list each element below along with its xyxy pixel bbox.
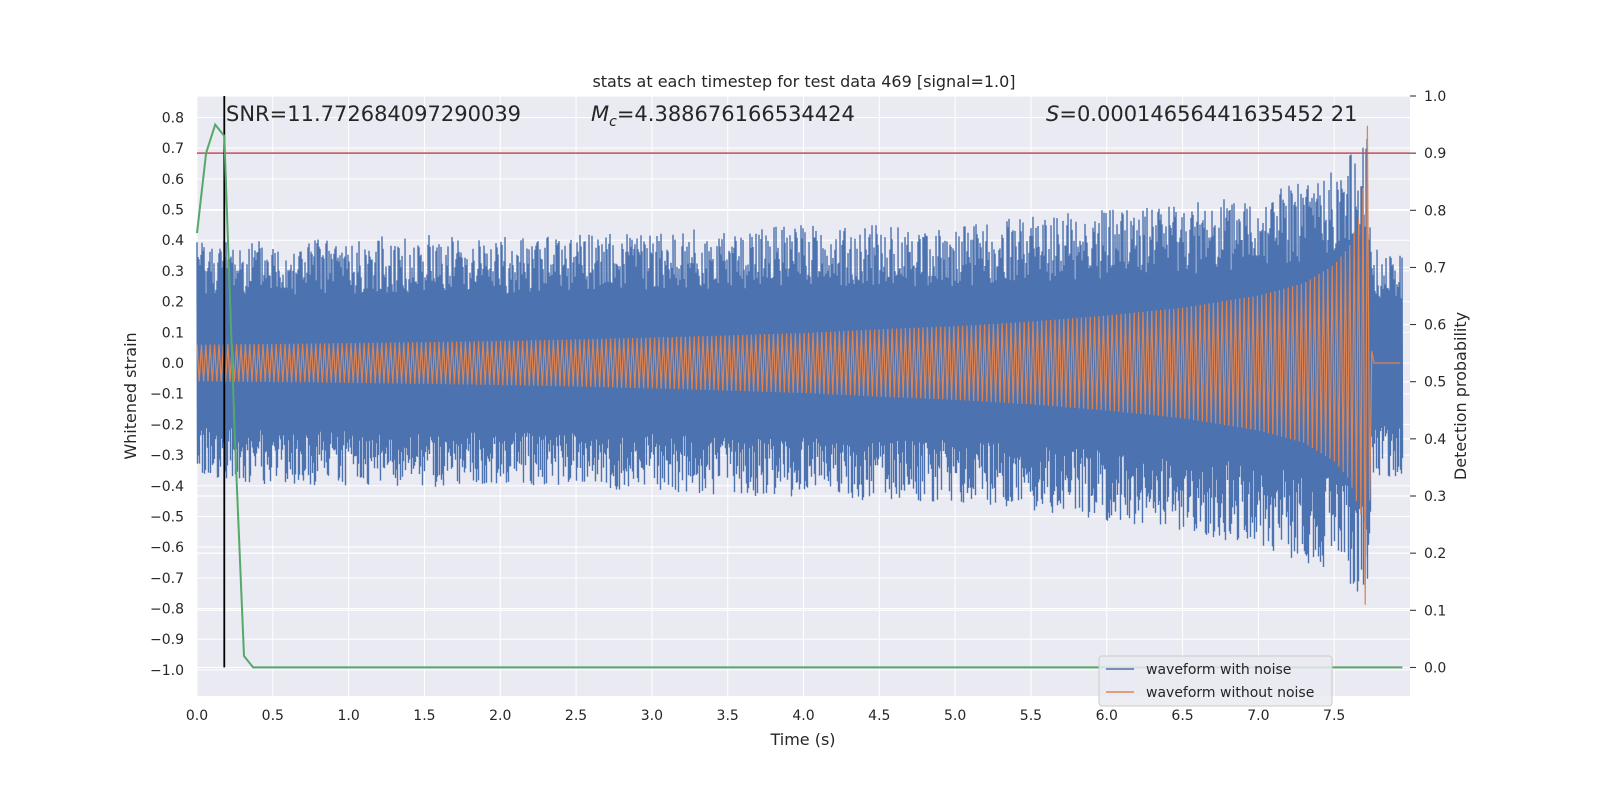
y-tick-label: −0.6: [150, 540, 184, 556]
chirp-mass-annotation: Mc=4.388676166534424: [591, 102, 855, 130]
y-tick-label: −0.3: [150, 448, 184, 464]
y-axis-label: Whitened strain: [121, 332, 140, 459]
y-tick-label: 0.0: [162, 356, 184, 372]
right-y-tick-label: 0.4: [1424, 432, 1446, 448]
y-axis-ticks: 0.8 0.7 0.6 0.5 0.4 0.3 0.2 0.1 0.0 −0.1 −0.2 −0.3 −…: [150, 110, 184, 678]
right-y-tick-label: 0.1: [1424, 603, 1446, 619]
right-y-tick-label: 1.0: [1424, 89, 1446, 105]
x-tick-label: 2.0: [489, 708, 511, 724]
y-tick-label: −0.2: [150, 417, 184, 433]
chart-title: stats at each timestep for test data 469…: [592, 72, 1015, 91]
y-tick-label: 0.3: [162, 264, 184, 280]
x-tick-label: 6.0: [1096, 708, 1118, 724]
y-tick-label: −1.0: [150, 663, 184, 679]
x-tick-label: 1.0: [337, 708, 359, 724]
y-tick-label: −0.1: [150, 387, 184, 403]
y-tick-label: −0.9: [150, 632, 184, 648]
x-tick-label: 6.5: [1171, 708, 1193, 724]
x-tick-label: 7.0: [1247, 708, 1269, 724]
snr-annotation: SNR=11.772684097290039: [226, 102, 521, 126]
y-tick-label: 0.8: [162, 110, 184, 126]
y-tick-label: 0.6: [162, 172, 184, 188]
x-tick-label: 0.0: [186, 708, 208, 724]
x-tick-label: 5.5: [1020, 708, 1042, 724]
x-tick-label: 4.5: [868, 708, 890, 724]
y-tick-label: −0.8: [150, 602, 184, 618]
x-axis-label: Time (s): [769, 730, 835, 749]
y-tick-label: 0.4: [162, 233, 184, 249]
x-tick-label: 1.5: [413, 708, 435, 724]
x-tick-label: 4.0: [792, 708, 814, 724]
y-tick-label: −0.7: [150, 571, 184, 587]
x-tick-label: 7.5: [1323, 708, 1345, 724]
right-y-tick-label: 0.2: [1424, 546, 1446, 562]
right-y-tick-label: 0.5: [1424, 375, 1446, 391]
legend: waveform with noise waveform without noi…: [1098, 655, 1333, 707]
s-value: =0.00014656441635452 21: [1059, 102, 1357, 126]
y-tick-label: −0.4: [150, 479, 184, 495]
series-waveform-without-noise: [196, 125, 1401, 605]
x-tick-label: 0.5: [262, 708, 284, 724]
right-y-axis-label: Detection probability: [1451, 312, 1470, 480]
y-tick-label: 0.1: [162, 325, 184, 341]
legend-label-clean: waveform without noise: [1146, 685, 1314, 701]
y-tick-label: −0.5: [150, 509, 184, 525]
chirp-mass-symbol: M: [591, 102, 609, 126]
right-y-tick-label: 0.8: [1424, 203, 1446, 219]
y-tick-label: 0.2: [162, 295, 184, 311]
x-tick-label: 2.5: [565, 708, 587, 724]
x-tick-label: 3.0: [641, 708, 663, 724]
chirp-mass-value: =4.388676166534424: [617, 102, 855, 126]
right-y-tick-label: 0.9: [1424, 146, 1446, 162]
right-y-tick-label: 0.7: [1424, 260, 1446, 276]
chirp-mass-subscript: c: [609, 114, 617, 130]
legend-label-noise: waveform with noise: [1146, 662, 1291, 678]
s-annotation: S=0.00014656441635452 21: [1046, 102, 1358, 126]
right-y-tick-label: 0.6: [1424, 318, 1446, 334]
right-y-tick-label: 0.0: [1424, 660, 1446, 676]
right-y-tick-label: 0.3: [1424, 489, 1446, 505]
y-tick-label: 0.5: [162, 203, 184, 219]
series-layer: [196, 96, 1410, 669]
s-symbol: S: [1046, 102, 1059, 126]
legend-box: [1098, 655, 1333, 707]
x-axis-ticks: 0.0 0.5 1.0 1.5 2.0 2.5 3.0 3.5 4.0 4.5 5.0 5.5 6.0 6…: [186, 708, 1345, 724]
series-detection-probability: [196, 122, 1403, 669]
x-tick-label: 3.5: [717, 708, 739, 724]
y-tick-label: 0.7: [162, 141, 184, 157]
right-y-axis-ticks: 1.0 0.9 0.8 0.7 0.6 0.5 0.4 0.3 0.2 0.1 0.0: [1410, 89, 1446, 676]
x-tick-label: 5.0: [944, 708, 966, 724]
